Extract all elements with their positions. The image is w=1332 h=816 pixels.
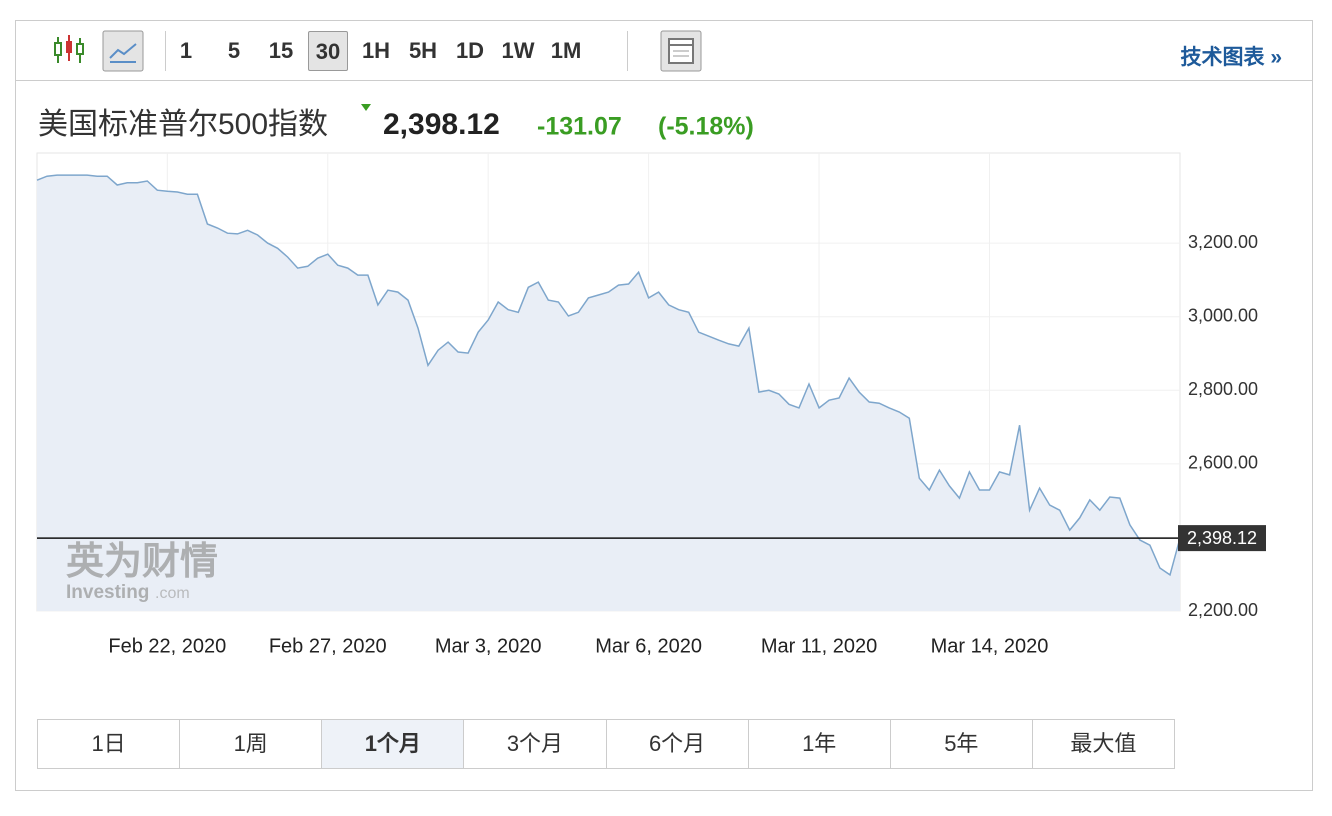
chart: 美国标准普尔500指数 2,398.12 -131.07 (-5.18%) 英为… — [36, 104, 1266, 657]
x-tick-label: Mar 14, 2020 — [931, 635, 1049, 657]
watermark-name: Investing — [66, 582, 149, 603]
candlestick-icon[interactable] — [52, 35, 86, 65]
instrument-title: 美国标准普尔500指数 — [38, 108, 328, 141]
range-tab[interactable]: 1日 — [38, 720, 181, 768]
widget-frame — [15, 20, 1313, 791]
toolbar: 1 5 15 30 1H 5H 1D 1W 1M 技术图表 » — [16, 21, 1312, 81]
interval-button[interactable]: 5H — [408, 38, 438, 63]
range-tab[interactable]: 6个月 — [607, 720, 749, 768]
range-tab[interactable]: 1年 — [749, 720, 891, 768]
interval-button[interactable]: 1W — [501, 38, 535, 63]
y-tick-label: 2,200.00 — [1188, 600, 1258, 620]
x-tick-label: Mar 6, 2020 — [595, 635, 702, 657]
last-price-label: 2,398.12 — [1187, 528, 1257, 548]
x-tick-label: Feb 27, 2020 — [269, 635, 387, 657]
x-tick-label: Mar 3, 2020 — [435, 635, 542, 657]
table-icon[interactable] — [660, 30, 702, 72]
separator — [627, 31, 628, 71]
separator — [165, 31, 166, 71]
area — [37, 175, 1180, 611]
range-tabs: 1日 1周 1个月 3个月 6个月 1年 5年 最大值 — [37, 719, 1175, 769]
range-tab[interactable]: 1个月 — [322, 720, 465, 768]
last-price-flag — [1178, 525, 1266, 552]
y-tick-label: 2,600.00 — [1188, 453, 1258, 473]
range-tab[interactable]: 5年 — [891, 720, 1033, 768]
y-tick-label: 3,000.00 — [1188, 305, 1258, 325]
price-change: -131.07 — [537, 113, 622, 141]
interval-button[interactable]: 1H — [361, 38, 391, 63]
interval-button[interactable]: 1M — [550, 38, 582, 63]
interval-button[interactable]: 30 — [308, 31, 348, 71]
range-tab[interactable]: 1周 — [180, 720, 323, 768]
plot: 英为财情Investing.com2,200.002,400.002,600.0… — [36, 152, 1266, 657]
interval-button[interactable]: 5 — [227, 38, 241, 63]
x-tick-label: Feb 22, 2020 — [108, 635, 226, 657]
y-tick-label: 2,800.00 — [1188, 379, 1258, 399]
price-change-percent: (-5.18%) — [658, 113, 754, 141]
price: 2,398.12 — [383, 108, 500, 141]
range-tab[interactable]: 最大值 — [1070, 731, 1137, 756]
watermark-brand: 英为财情 — [66, 541, 218, 583]
watermark-domain: .com — [155, 585, 190, 602]
y-tick-label: 3,200.00 — [1188, 232, 1258, 252]
technical-chart-link[interactable]: 技术图表 » — [1180, 46, 1282, 69]
range-tab[interactable]: 3个月 — [464, 720, 607, 768]
x-tick-label: Mar 11, 2020 — [761, 635, 877, 657]
price-line — [36, 174, 1181, 577]
down-indicator — [361, 104, 371, 111]
line-chart-icon[interactable] — [102, 30, 144, 72]
interval-button[interactable]: 1 — [179, 38, 193, 63]
interval-button[interactable]: 15 — [268, 38, 294, 63]
interval-button[interactable]: 1D — [455, 38, 485, 63]
